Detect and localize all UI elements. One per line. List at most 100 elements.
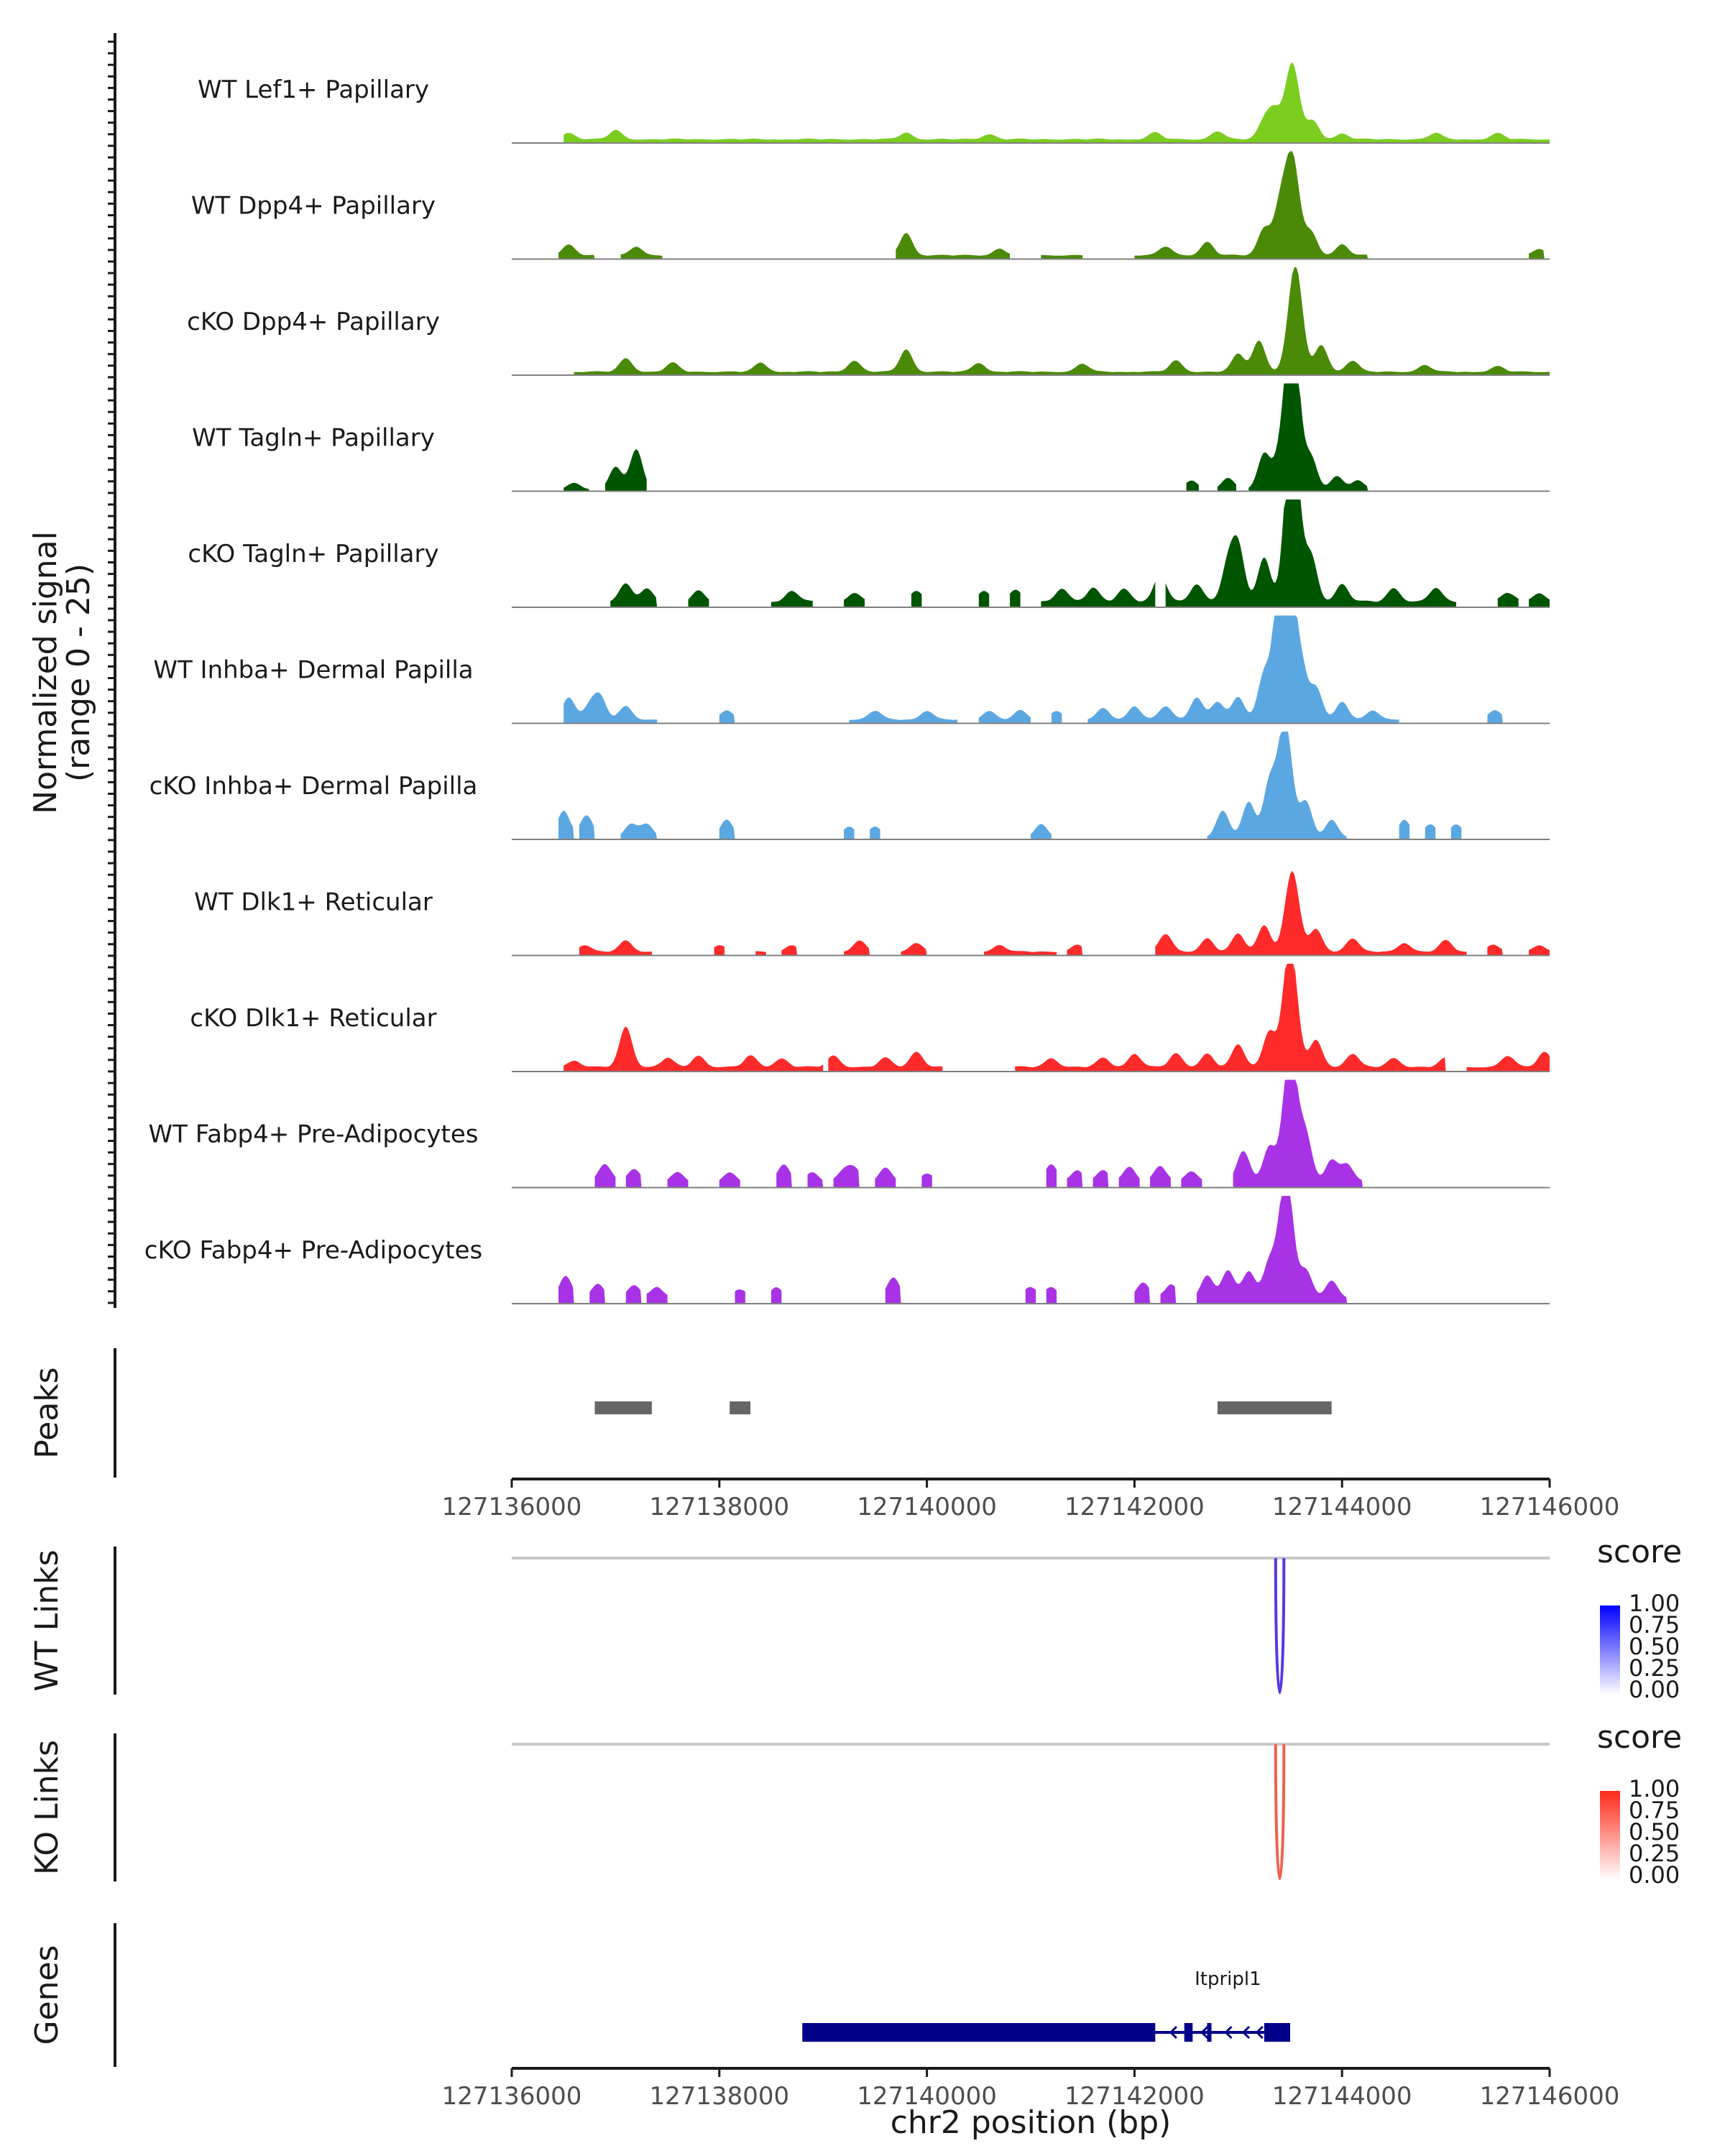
peak-region bbox=[1217, 1401, 1332, 1414]
strand-arrow bbox=[1200, 2025, 1209, 2040]
coverage-track-label: cKO Dlk1+ Reticular bbox=[190, 1004, 436, 1033]
coverage-area bbox=[1425, 824, 1436, 839]
coverage-area bbox=[564, 1026, 824, 1072]
coverage-area bbox=[564, 692, 658, 724]
coverage-track-label: cKO Dpp4+ Papillary bbox=[187, 308, 440, 336]
peak-region bbox=[594, 1401, 652, 1414]
coverage-area bbox=[885, 1277, 901, 1304]
coverage-area bbox=[1046, 1286, 1057, 1304]
x-axis-title: chr2 position (bp) bbox=[891, 2104, 1172, 2141]
strand-arrow bbox=[1169, 2025, 1178, 2040]
coverage-area bbox=[605, 448, 647, 492]
coverage-area bbox=[921, 1174, 932, 1188]
coverage-area bbox=[625, 1169, 642, 1188]
coverage-area bbox=[755, 951, 766, 956]
x-axis-tick-label: 127138000 bbox=[649, 1493, 789, 1521]
coverage-area bbox=[1197, 1196, 1348, 1304]
peak-region bbox=[730, 1401, 751, 1414]
coverage-area bbox=[1181, 1171, 1202, 1188]
link-arc bbox=[1274, 1557, 1286, 1694]
coverage-track-label: WT Lef1+ Papillary bbox=[198, 75, 429, 104]
coverage-track: cKO Dpp4+ Papillary bbox=[187, 267, 1550, 376]
coverage-area bbox=[1092, 1170, 1109, 1188]
coverage-track: cKO Fabp4+ Pre-Adipocytes bbox=[144, 1196, 1550, 1304]
coverage-area bbox=[646, 1286, 668, 1304]
coverage-area bbox=[620, 247, 663, 259]
coverage-area bbox=[1399, 820, 1410, 839]
coverage-area bbox=[735, 1289, 745, 1304]
coverage-area bbox=[911, 591, 922, 607]
coverage-track: cKO Dlk1+ Reticular bbox=[190, 964, 1550, 1072]
coverage-area bbox=[978, 709, 1031, 724]
coverage-track-label: WT Fabp4+ Pre-Adipocytes bbox=[149, 1120, 479, 1149]
coverage-area bbox=[1487, 944, 1503, 956]
coverage-area bbox=[558, 1276, 574, 1304]
legend-colorbar bbox=[1600, 1606, 1620, 1695]
coverage-area bbox=[1529, 593, 1550, 607]
coverage-area bbox=[771, 1287, 782, 1304]
coverage-track: cKO Tagln+ Papillary bbox=[188, 499, 1550, 608]
x-axis-tick-label: 127142000 bbox=[1064, 2082, 1205, 2111]
x-axis-tick-label: 127146000 bbox=[1480, 1493, 1620, 1521]
coverage-area bbox=[1134, 151, 1368, 259]
coverage-area bbox=[719, 1172, 740, 1188]
coverage-track: WT Lef1+ Papillary bbox=[198, 62, 1550, 144]
legend-tick-label: 0.75 bbox=[1629, 1797, 1680, 1824]
coverage-area bbox=[719, 819, 735, 839]
coverage-area bbox=[901, 943, 927, 956]
gene-exon bbox=[1207, 2023, 1212, 2042]
coverage-area bbox=[781, 945, 798, 956]
coverage-area bbox=[1450, 824, 1462, 839]
coverage-track: WT Fabp4+ Pre-Adipocytes bbox=[149, 1079, 1550, 1189]
coverage-area bbox=[1466, 1051, 1550, 1072]
coverage-track-label: WT Dpp4+ Papillary bbox=[191, 192, 436, 221]
x-axis-tick-label: 127146000 bbox=[1480, 2082, 1620, 2111]
y-axis-title: Normalized signal bbox=[27, 531, 64, 814]
coverage-area bbox=[1087, 615, 1399, 724]
coverage-area bbox=[589, 1284, 605, 1304]
ko-links bbox=[512, 1743, 1550, 1880]
legend-tick-label: 0.25 bbox=[1629, 1840, 1680, 1867]
legend-title: score bbox=[1597, 1719, 1682, 1756]
coverage-area bbox=[1015, 964, 1446, 1072]
score-legend: score 1.000.750.500.250.00 bbox=[1597, 1719, 1682, 1889]
legend-tick-label: 0.00 bbox=[1629, 1861, 1680, 1889]
coverage-area bbox=[833, 1165, 860, 1188]
coverage-track: WT Inhba+ Dermal Papilla bbox=[153, 615, 1550, 724]
coverage-area bbox=[620, 823, 658, 839]
ko-links-panel-title: KO Links bbox=[29, 1740, 65, 1875]
strand-arrow bbox=[1255, 2025, 1264, 2040]
coverage-area bbox=[1487, 710, 1503, 724]
coverage-area bbox=[984, 945, 1057, 956]
x-axis-bottom: 127136000 127138000 127140000 127142000 1271… bbox=[442, 2067, 1620, 2111]
coverage-area bbox=[714, 945, 724, 956]
coverage-area bbox=[1233, 1079, 1337, 1188]
coverage-track-label: cKO Inhba+ Dermal Papilla bbox=[150, 772, 478, 801]
coverage-track: WT Dpp4+ Papillary bbox=[191, 151, 1550, 260]
gene-name-label: Itpripl1 bbox=[1195, 1968, 1261, 1990]
coverage-area bbox=[1134, 1282, 1151, 1304]
coverage-area bbox=[594, 1164, 616, 1188]
coverage-area bbox=[1118, 1166, 1140, 1188]
gene-exon bbox=[802, 2023, 1156, 2042]
x-axis-top: 127136000 127138000 127140000 127142000 1271… bbox=[442, 1478, 1620, 1521]
coverage-area bbox=[875, 1167, 896, 1188]
coverage-area bbox=[625, 1285, 642, 1304]
legend-tick-label: 1.00 bbox=[1629, 1775, 1680, 1802]
coverage-track: WT Dlk1+ Reticular bbox=[194, 870, 1550, 957]
coverage-area bbox=[1155, 870, 1467, 956]
y-axis-range: (range 0 - 25) bbox=[60, 563, 97, 782]
coverage-area bbox=[719, 710, 735, 724]
peaks-regions bbox=[594, 1401, 1332, 1414]
coverage-area bbox=[849, 711, 958, 724]
coverage-area bbox=[1150, 1166, 1171, 1188]
coverage-track-label: cKO Tagln+ Papillary bbox=[188, 540, 438, 568]
coverage-area bbox=[1160, 1284, 1177, 1304]
coverage-area bbox=[771, 591, 813, 607]
x-axis-tick-label: 127140000 bbox=[857, 2082, 997, 2111]
coverage-area bbox=[579, 940, 652, 956]
coverage-area bbox=[1041, 254, 1083, 259]
score-legends: score1.000.750.500.250.00score1.000.750.… bbox=[1597, 1534, 1682, 1889]
coverage-area bbox=[1051, 711, 1062, 724]
